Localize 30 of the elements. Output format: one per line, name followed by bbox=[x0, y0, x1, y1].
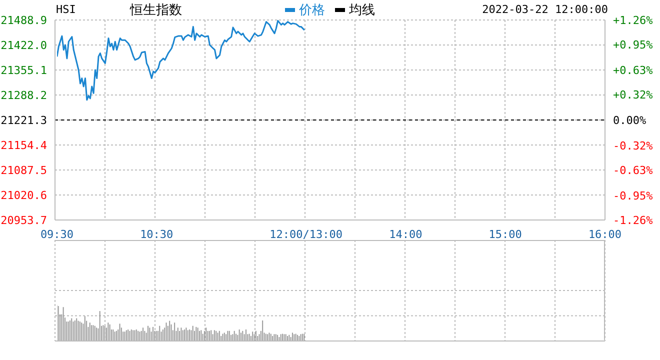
y-tick-label: 21488.9 bbox=[0, 14, 47, 27]
y-tick-label: 21020.6 bbox=[0, 189, 47, 202]
y2-tick-label: -0.95% bbox=[613, 189, 654, 202]
legend-label: 均线 bbox=[348, 2, 375, 19]
y-tick-label: 21087.5 bbox=[0, 164, 47, 177]
legend-label: 价格 bbox=[298, 2, 325, 19]
x-tick-label: 12:00/13:00 bbox=[270, 228, 343, 241]
x-tick-label: 09:30 bbox=[40, 228, 74, 241]
y2-tick-label: -0.63% bbox=[613, 164, 654, 177]
y2-tick-label: -0.32% bbox=[613, 139, 654, 152]
y2-tick-label: +0.95% bbox=[613, 38, 654, 52]
x-tick-label: 16:00 bbox=[588, 228, 622, 241]
y-tick-label: 21288.2 bbox=[0, 89, 47, 102]
y-tick-label: 21355.1 bbox=[0, 64, 47, 77]
y-tick-label: 21422.0 bbox=[0, 39, 47, 52]
x-tick-label: 14:00 bbox=[389, 228, 422, 241]
y2-tick-label: +0.32% bbox=[613, 88, 654, 102]
x-tick-label: 10:30 bbox=[140, 228, 174, 241]
y-tick-label: 21154.4 bbox=[0, 139, 48, 152]
chart-title: HSI bbox=[56, 3, 76, 16]
y2-tick-label: +1.26% bbox=[613, 14, 654, 27]
y-tick-label: 21221.3 bbox=[0, 114, 47, 127]
x-tick-label: 15:00 bbox=[488, 228, 522, 241]
y2-tick-label: 0.00% bbox=[613, 114, 646, 127]
y2-tick-label: +0.63% bbox=[613, 64, 654, 77]
text: 2022-03-22 12:00:00 bbox=[482, 3, 608, 16]
chart-subtitle: 恒生指数 bbox=[130, 2, 182, 19]
y-tick-label: 20953.7 bbox=[0, 214, 47, 227]
y2-tick-label: -1.26% bbox=[613, 214, 654, 227]
line-series bbox=[57, 20, 306, 101]
